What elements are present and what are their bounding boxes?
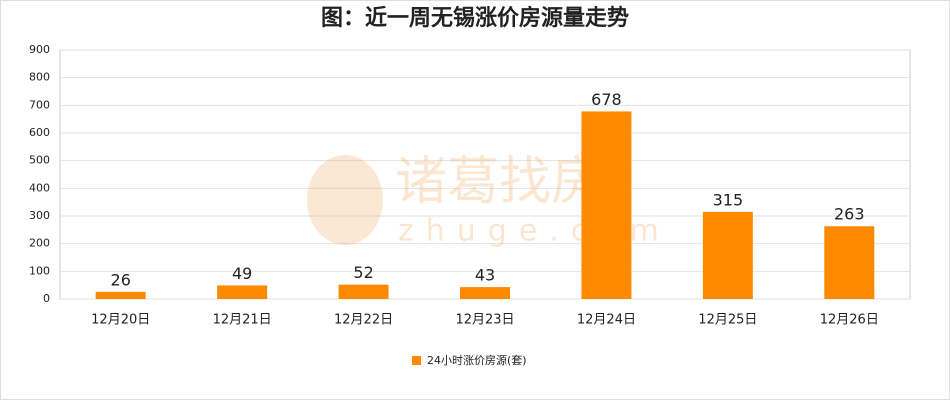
x-tick-label: 12月23日 — [455, 313, 514, 328]
watermark-brand: 诸葛找房 — [395, 152, 603, 212]
bar — [217, 285, 268, 299]
bar — [338, 284, 389, 299]
y-tick-label: 0 — [43, 292, 50, 305]
y-tick-label: 200 — [29, 237, 50, 250]
value-label: 43 — [475, 266, 495, 285]
value-label: 263 — [834, 205, 865, 224]
value-label: 26 — [111, 270, 131, 289]
y-tick-label: 100 — [29, 264, 50, 277]
bar — [702, 211, 753, 299]
value-label: 678 — [591, 90, 622, 109]
y-tick-label: 800 — [29, 71, 50, 84]
legend-label: 24小时涨价房源(套) — [427, 353, 527, 367]
y-tick-label: 900 — [29, 43, 50, 56]
bar — [824, 226, 875, 299]
y-tick-label: 700 — [29, 98, 50, 111]
x-tick-label: 12月21日 — [213, 313, 272, 328]
y-tick-label: 600 — [29, 126, 50, 139]
y-tick-label: 400 — [29, 181, 50, 194]
chart-title: 图：近一周无锡涨价房源量走势 — [321, 5, 629, 31]
bar — [581, 111, 632, 299]
y-tick-label: 500 — [29, 154, 50, 167]
legend-swatch — [412, 356, 421, 365]
value-label: 315 — [713, 190, 744, 209]
x-tick-label: 12月25日 — [698, 313, 757, 328]
x-tick-label: 12月20日 — [91, 313, 150, 328]
bar — [95, 291, 146, 299]
y-tick-label: 300 — [29, 209, 50, 222]
bar — [460, 287, 510, 299]
x-tick-label: 12月24日 — [577, 313, 636, 328]
value-label: 52 — [353, 263, 373, 282]
value-label: 49 — [232, 264, 252, 283]
x-tick-label: 12月22日 — [334, 313, 393, 328]
x-tick-label: 12月26日 — [820, 313, 879, 328]
watermark-logo — [307, 155, 383, 245]
